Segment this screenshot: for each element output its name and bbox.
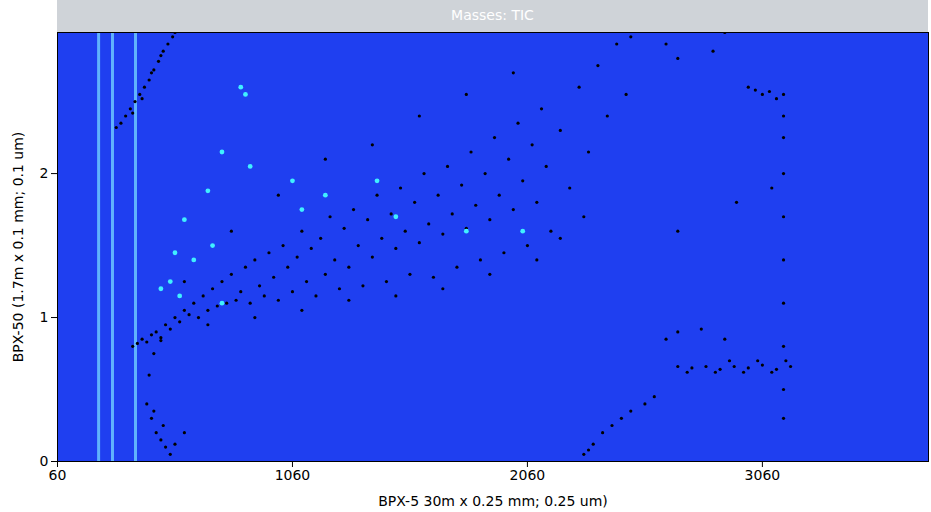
- svg-text:2060: 2060: [510, 467, 546, 483]
- svg-text:0: 0: [40, 453, 49, 469]
- svg-text:1060: 1060: [275, 467, 311, 483]
- svg-text:60: 60: [49, 467, 67, 483]
- svg-text:1: 1: [40, 309, 49, 325]
- svg-text:BPX-5 30m x 0.25 mm; 0.25 um): BPX-5 30m x 0.25 mm; 0.25 um): [378, 493, 608, 509]
- svg-text:3060: 3060: [745, 467, 781, 483]
- svg-text:Masses: TIC: Masses: TIC: [451, 7, 534, 23]
- svg-text:2: 2: [40, 165, 49, 181]
- svg-text:BPX-50 (1.7m x 0.1 mm; 0.1 um): BPX-50 (1.7m x 0.1 mm; 0.1 um): [10, 132, 26, 363]
